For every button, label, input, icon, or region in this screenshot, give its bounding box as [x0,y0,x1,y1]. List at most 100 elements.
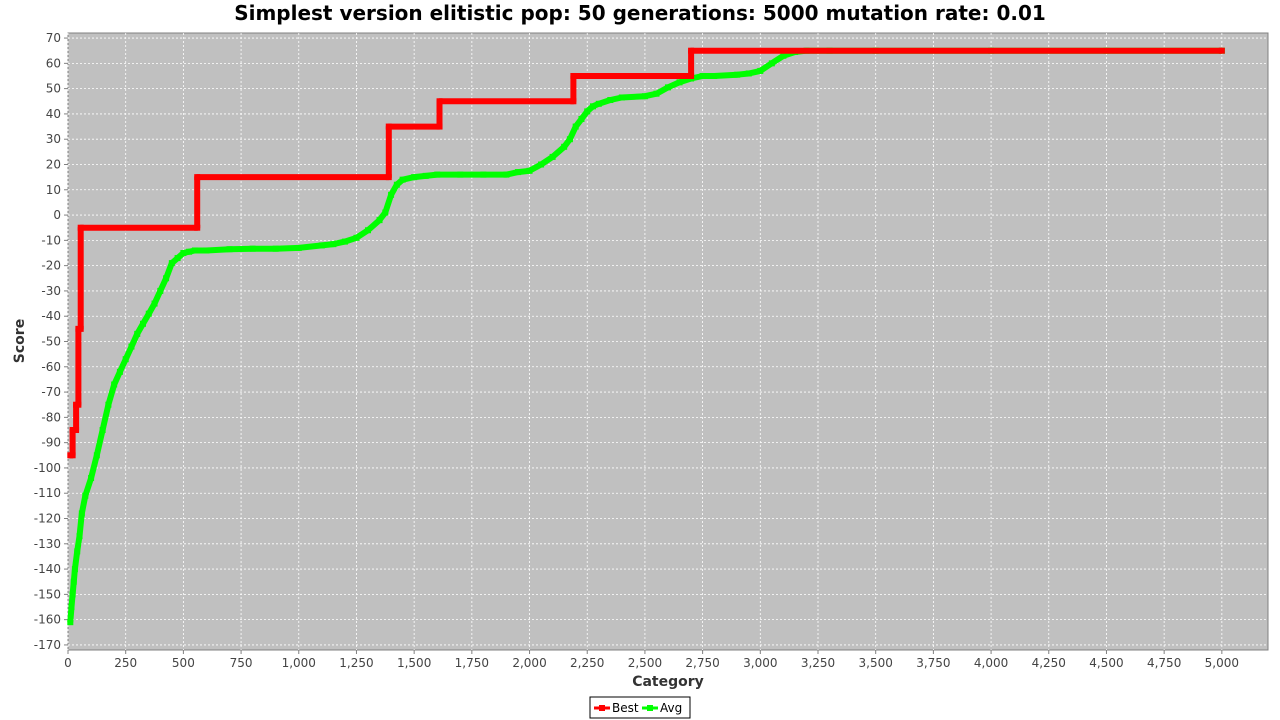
y-tick-label: -40 [41,309,61,323]
data-point-avg [566,136,573,143]
x-tick-label: 2,250 [570,656,604,670]
x-axis: 0 250 500 750 1,000 1,250 1,500 1,750 2,000 2,250… [64,650,1239,670]
data-point-avg [353,234,360,241]
y-tick-label: 70 [46,31,61,45]
data-point-best [436,123,443,130]
data-point-best [194,174,201,181]
y-tick-label: -110 [34,486,61,500]
data-point-avg [572,123,579,130]
data-point-avg [93,452,100,459]
y-tick-label: 0 [53,208,61,222]
data-point-best [385,174,392,181]
x-tick-label: 250 [114,656,137,670]
data-point-avg [174,255,181,262]
data-point-avg [607,97,614,104]
data-point-avg [757,67,764,74]
y-tick-label: -50 [41,335,61,349]
x-tick-label: 4,750 [1147,656,1181,670]
y-tick-label: 30 [46,132,61,146]
data-point-avg [191,247,198,254]
data-point-avg [70,578,77,585]
x-tick-label: 0 [64,656,72,670]
x-tick-label: 1,750 [455,656,489,670]
x-tick-label: 750 [230,656,253,670]
data-point-avg [180,249,187,256]
data-point-avg [526,167,533,174]
series-layer [67,47,1225,626]
y-tick-label: 10 [46,183,61,197]
data-point-best [69,452,76,459]
data-point-avg [249,245,256,252]
series-line-best [69,47,1222,459]
x-tick-label: 1,500 [397,656,431,670]
data-point-avg [653,90,660,97]
data-point-avg [140,320,146,327]
data-point-avg [399,176,406,183]
data-point-avg [318,242,325,249]
y-tick-label: -130 [34,537,61,551]
data-point-avg [376,217,383,224]
y-tick-label: -90 [41,436,61,450]
data-point-avg [365,227,371,234]
grid [67,33,1268,650]
data-point-avg [676,79,683,86]
x-tick-label: 500 [172,656,195,670]
y-tick-label: 60 [46,56,61,70]
data-point-avg [82,492,89,499]
data-point-avg [768,60,775,67]
data-point-best [75,401,82,408]
x-tick-label: 3,000 [743,656,777,670]
data-point-avg [595,100,602,107]
y-axis: -170-160-150-140-130-120-110-100-90-80-7… [34,31,68,652]
y-tick-label: -120 [34,512,61,526]
data-point-avg [88,475,95,482]
data-point-avg [74,548,81,555]
data-point-avg [618,94,625,101]
data-point-avg [480,171,487,178]
data-point-avg [105,401,112,408]
data-point-avg [186,248,193,255]
data-point-avg [422,172,429,179]
data-point-avg [734,71,741,78]
data-point-avg [111,381,118,388]
data-point-avg [665,84,671,91]
x-tick-label: 2,750 [685,656,719,670]
legend-label-best: Best [612,701,639,715]
data-point-avg [128,343,135,350]
data-point-avg [590,103,596,110]
data-point-avg [711,72,718,79]
x-tick-label: 2,500 [628,656,662,670]
series-best [67,47,1225,459]
data-point-avg [341,238,348,245]
y-tick-label: -70 [41,385,61,399]
y-tick-label: -30 [41,284,61,298]
data-point-best [688,47,695,54]
y-tick-label: -80 [41,410,61,424]
x-tick-label: 1,250 [339,656,373,670]
data-point-avg [382,209,389,216]
data-point-best [570,98,577,105]
data-point-best [69,427,76,434]
legend-label-avg: Avg [660,701,682,715]
data-point-avg [116,368,123,375]
legend-marker-avg [647,705,653,711]
data-point-avg [69,591,76,598]
data-point-best [570,72,577,79]
x-tick-label: 4,500 [1089,656,1123,670]
data-point-avg [538,161,545,168]
data-point-avg [122,356,129,363]
y-axis-label: Score [12,319,28,363]
data-point-avg [145,310,152,317]
data-point-avg [67,619,74,626]
y-tick-label: -160 [34,613,61,627]
data-point-avg [578,115,585,122]
x-tick-label: 5,000 [1205,656,1239,670]
data-point-avg [76,533,83,540]
legend-box [589,696,691,719]
data-point-avg [393,181,400,188]
data-point-best [1218,47,1225,54]
chart-title: Simplest version elitistic pop: 50 gener… [234,1,1046,25]
data-point-avg [157,287,164,294]
data-point-best [77,224,84,231]
